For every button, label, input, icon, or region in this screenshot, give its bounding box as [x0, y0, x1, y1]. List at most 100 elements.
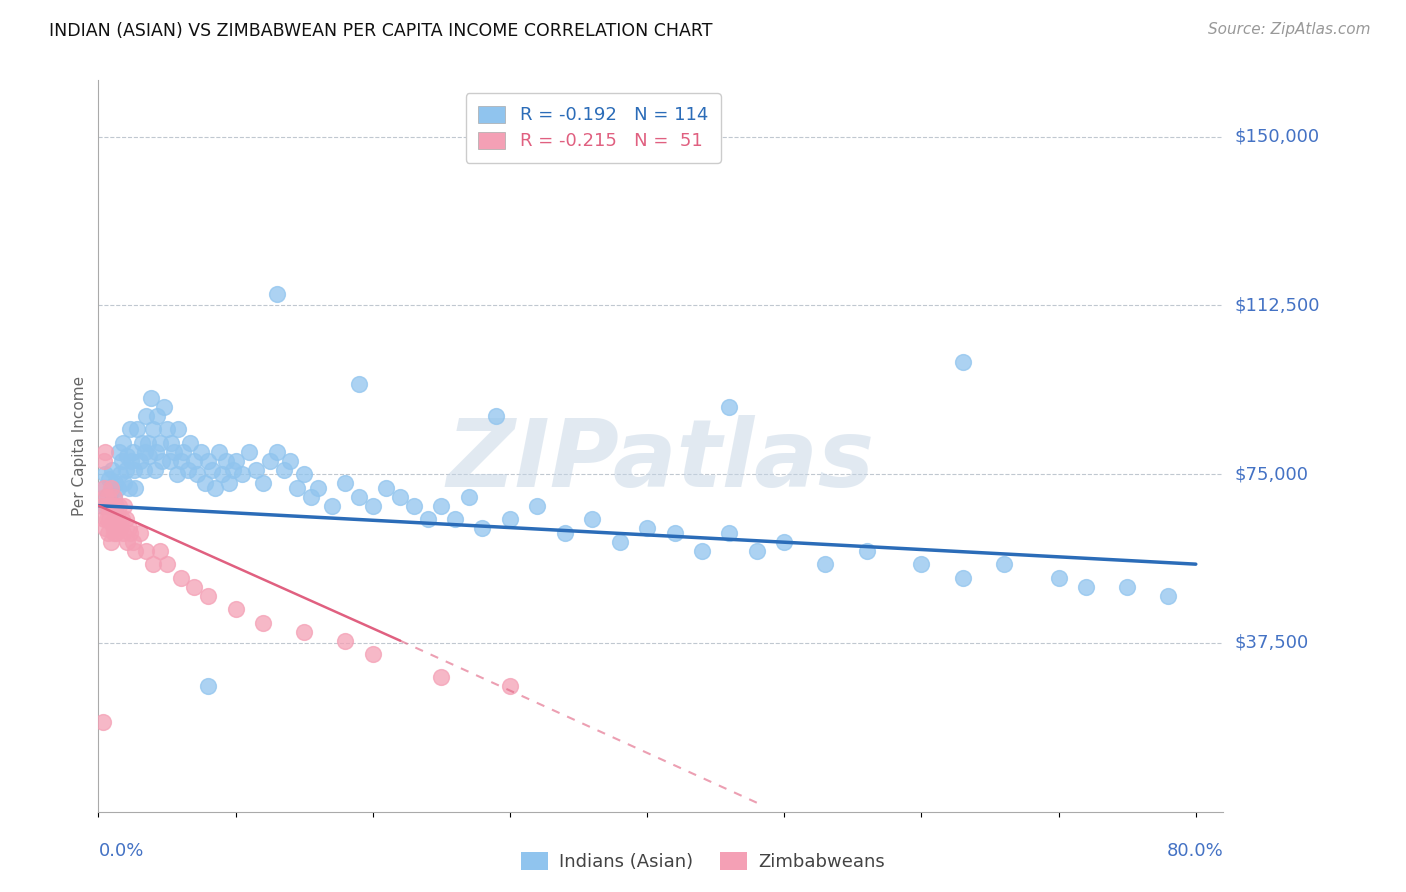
Point	[444, 512, 467, 526]
Point	[664, 525, 686, 540]
Point	[238, 444, 260, 458]
Point	[115, 449, 138, 463]
Point	[160, 435, 183, 450]
Point	[292, 624, 315, 639]
Point	[107, 481, 129, 495]
Point	[690, 543, 713, 558]
Point	[215, 453, 238, 467]
Point	[430, 499, 453, 513]
Point	[128, 453, 150, 467]
Point	[266, 287, 288, 301]
Point	[124, 543, 146, 558]
Point	[335, 633, 357, 648]
Point	[150, 453, 173, 467]
Point	[118, 422, 141, 436]
Point	[167, 422, 190, 436]
Point	[222, 462, 245, 476]
Point	[718, 525, 741, 540]
Point	[1074, 580, 1097, 594]
Point	[112, 525, 135, 540]
Point	[135, 543, 157, 558]
Point	[321, 499, 343, 513]
Point	[252, 615, 274, 630]
Point	[135, 409, 157, 423]
Point	[166, 467, 188, 482]
Text: ZIPatlas: ZIPatlas	[447, 415, 875, 507]
Point	[499, 512, 522, 526]
Point	[299, 490, 322, 504]
Point	[124, 481, 146, 495]
Point	[416, 512, 439, 526]
Point	[93, 512, 115, 526]
Point	[197, 679, 219, 693]
Point	[94, 444, 117, 458]
Point	[128, 525, 150, 540]
Text: INDIAN (ASIAN) VS ZIMBABWEAN PER CAPITA INCOME CORRELATION CHART: INDIAN (ASIAN) VS ZIMBABWEAN PER CAPITA …	[49, 22, 713, 40]
Point	[120, 453, 142, 467]
Point	[110, 467, 132, 482]
Point	[118, 525, 141, 540]
Text: 0.0%: 0.0%	[98, 842, 143, 860]
Point	[153, 400, 176, 414]
Point	[773, 534, 796, 549]
Point	[211, 467, 233, 482]
Point	[159, 453, 181, 467]
Point	[554, 525, 576, 540]
Point	[103, 490, 125, 504]
Point	[98, 512, 121, 526]
Point	[718, 400, 741, 414]
Point	[499, 679, 522, 693]
Point	[176, 462, 198, 476]
Point	[252, 476, 274, 491]
Point	[108, 444, 131, 458]
Point	[179, 435, 201, 450]
Point	[208, 444, 231, 458]
Point	[952, 571, 974, 585]
Point	[581, 512, 603, 526]
Point	[201, 462, 224, 476]
Point	[471, 521, 494, 535]
Point	[307, 481, 329, 495]
Legend: R = -0.192   N = 114, R = -0.215   N =  51: R = -0.192 N = 114, R = -0.215 N = 51	[465, 93, 721, 163]
Point	[194, 476, 217, 491]
Point	[225, 453, 247, 467]
Point	[97, 499, 120, 513]
Point	[105, 508, 128, 522]
Point	[104, 499, 127, 513]
Point	[146, 409, 169, 423]
Point	[1116, 580, 1139, 594]
Point	[402, 499, 425, 513]
Point	[183, 580, 205, 594]
Point	[103, 525, 125, 540]
Point	[117, 521, 139, 535]
Point	[96, 499, 118, 513]
Point	[156, 422, 179, 436]
Point	[149, 435, 172, 450]
Point	[103, 490, 125, 504]
Point	[96, 512, 118, 526]
Point	[134, 444, 156, 458]
Point	[104, 476, 127, 491]
Point	[186, 467, 208, 482]
Point	[745, 543, 768, 558]
Point	[136, 435, 159, 450]
Point	[115, 512, 138, 526]
Point	[100, 534, 122, 549]
Point	[952, 354, 974, 368]
Point	[273, 462, 295, 476]
Point	[855, 543, 877, 558]
Text: $75,000: $75,000	[1234, 465, 1309, 483]
Point	[197, 589, 219, 603]
Point	[636, 521, 658, 535]
Point	[375, 481, 398, 495]
Point	[115, 534, 138, 549]
Point	[101, 499, 124, 513]
Text: Source: ZipAtlas.com: Source: ZipAtlas.com	[1208, 22, 1371, 37]
Point	[131, 435, 153, 450]
Point	[163, 444, 186, 458]
Point	[231, 467, 253, 482]
Point	[143, 462, 166, 476]
Point	[122, 462, 145, 476]
Text: $37,500: $37,500	[1234, 634, 1309, 652]
Point	[204, 481, 226, 495]
